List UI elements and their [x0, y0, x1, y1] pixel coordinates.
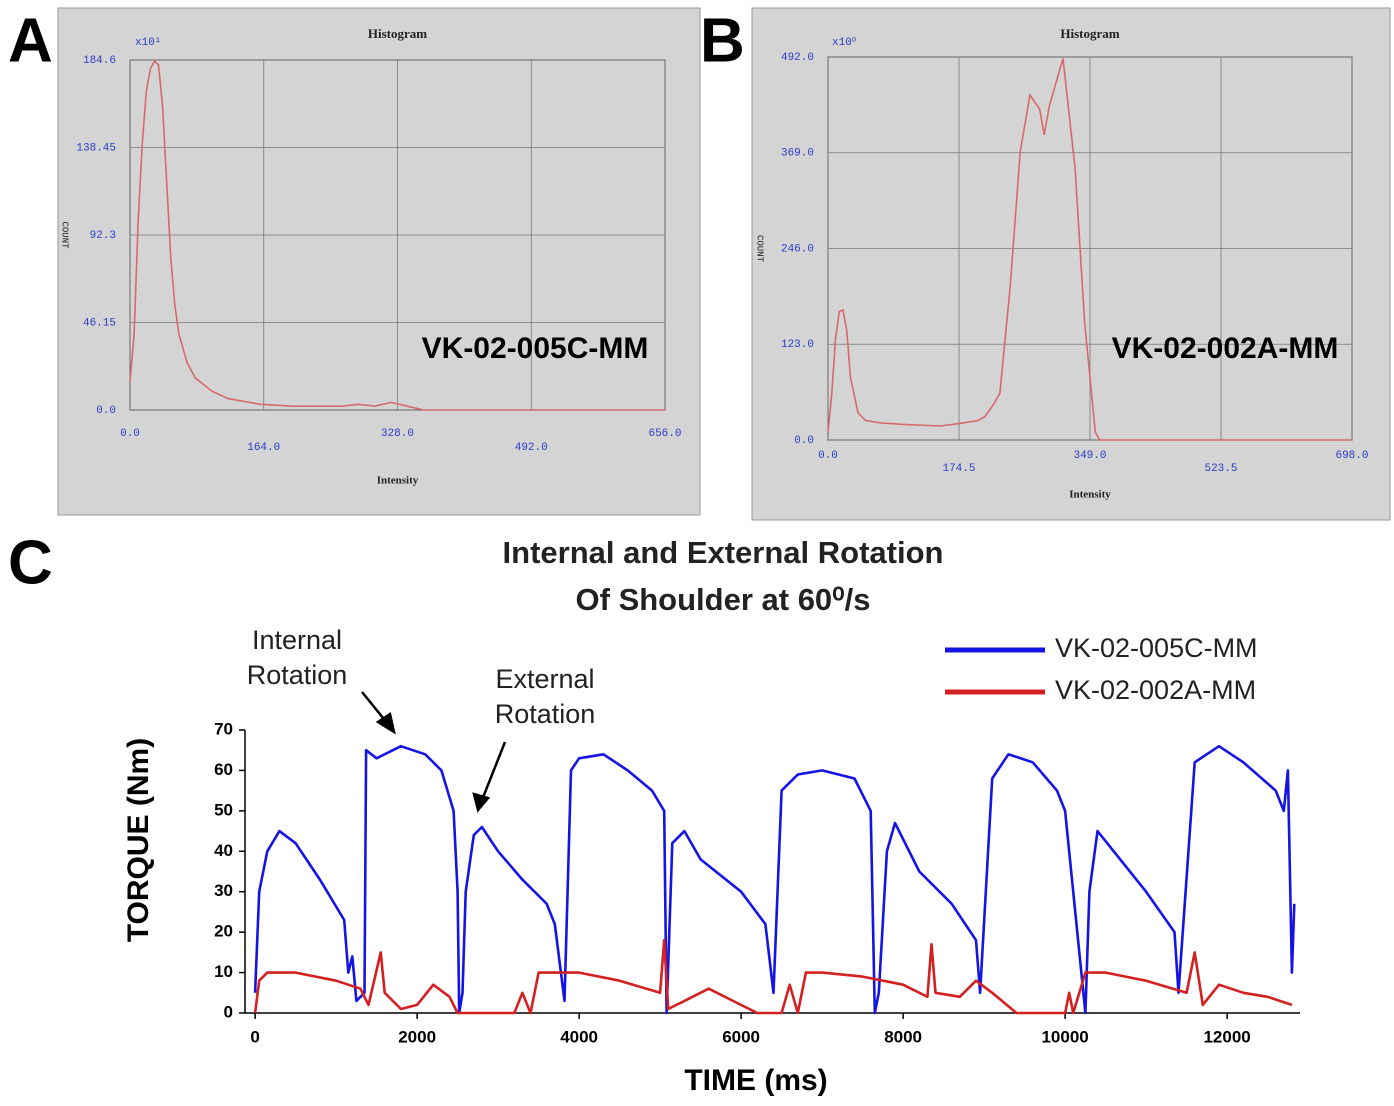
y-tick-label: 0.0	[794, 435, 814, 447]
y-tick-label: 50	[214, 800, 233, 819]
y-multiplier: x10¹	[135, 37, 161, 49]
annotation: Rotation	[247, 660, 348, 690]
y-axis-label: COUNT	[60, 221, 70, 249]
panel-letter: A	[8, 6, 53, 75]
x-tick-label: 492.0	[515, 442, 548, 454]
x-tick-label: 12000	[1203, 1027, 1250, 1046]
x-tick-label: 0.0	[120, 428, 140, 440]
y-tick-label: 0.0	[96, 405, 116, 417]
x-axis-label: TIME (ms)	[684, 1064, 827, 1097]
y-tick-label: 369.0	[781, 148, 814, 160]
inset-label: VK-02-005C-MM	[422, 332, 649, 365]
chart-title: Histogram	[1060, 26, 1119, 41]
y-axis-label: TORQUE (Nm)	[122, 738, 155, 942]
chart-title: Histogram	[368, 26, 427, 41]
y-tick-label: 184.6	[83, 55, 116, 67]
x-tick-label: 328.0	[381, 428, 414, 440]
x-tick-label: 4000	[560, 1027, 598, 1046]
y-tick-label: 246.0	[781, 243, 814, 255]
x-tick-label: 349.0	[1073, 450, 1106, 462]
y-tick-label: 60	[214, 760, 233, 779]
x-tick-label: 523.5	[1204, 463, 1237, 475]
y-tick-label: 20	[214, 922, 233, 941]
y-multiplier: x10⁰	[832, 36, 857, 49]
y-tick-label: 70	[214, 719, 233, 738]
x-axis-label: Intensity	[377, 475, 419, 487]
y-tick-label: 40	[214, 841, 233, 860]
y-tick-label: 138.45	[76, 142, 116, 154]
y-axis-label: COUNT	[755, 235, 765, 263]
x-tick-label: 656.0	[648, 428, 681, 440]
x-tick-label: 2000	[398, 1027, 436, 1046]
y-tick-label: 46.15	[83, 317, 116, 329]
x-tick-label: 10000	[1041, 1027, 1088, 1046]
x-tick-label: 164.0	[247, 442, 280, 454]
histogram-line	[129, 59, 665, 411]
y-tick-label: 10	[214, 962, 233, 981]
y-tick-label: 30	[214, 881, 233, 900]
panel-letter: C	[8, 528, 53, 597]
legend-label: VK-02-005C-MM	[1055, 633, 1258, 663]
y-tick-label: 0	[224, 1002, 233, 1021]
y-tick-label: 492.0	[781, 52, 814, 64]
chart-title: Of Shoulder at 60⁰/s	[576, 582, 871, 617]
y-tick-label: 92.3	[90, 230, 116, 242]
x-tick-label: 174.5	[942, 463, 975, 475]
x-tick-label: 0	[250, 1027, 259, 1046]
x-tick-label: 8000	[884, 1027, 922, 1046]
y-tick-label: 123.0	[781, 339, 814, 351]
annotation-arrows	[361, 691, 507, 813]
x-tick-label: 6000	[722, 1027, 760, 1046]
x-tick-label: 0.0	[818, 450, 838, 462]
x-tick-label: 698.0	[1335, 450, 1368, 462]
chart-title: Internal and External Rotation	[503, 535, 944, 570]
panel-letter: B	[700, 6, 745, 75]
histogram-line	[827, 58, 1352, 441]
inset-label: VK-02-002A-MM	[1112, 332, 1339, 365]
series-line	[253, 938, 1293, 1015]
annotation: Rotation	[495, 699, 596, 729]
legend-label: VK-02-002A-MM	[1055, 675, 1256, 705]
series-line	[253, 744, 1296, 1015]
annotation: External	[495, 664, 594, 694]
x-axis-label: Intensity	[1069, 489, 1111, 501]
annotation: Internal	[252, 625, 342, 655]
